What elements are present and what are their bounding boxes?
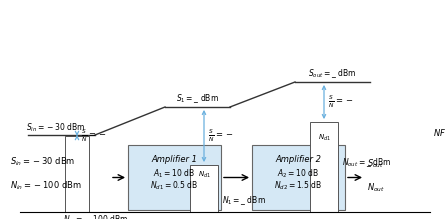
Text: $N_{d1} = 0.5$ dB: $N_{d1} = 0.5$ dB (150, 180, 198, 193)
Text: $S_{in} = -30$ dBm: $S_{in} = -30$ dBm (26, 122, 86, 134)
Text: $N_{d2} = 1.5$ dB: $N_{d2} = 1.5$ dB (274, 180, 322, 193)
Text: $S_{out} = \_$ dBm: $S_{out} = \_$ dBm (308, 67, 357, 80)
Text: $S_{out}$: $S_{out}$ (367, 157, 384, 170)
Text: Amplifier 2: Amplifier 2 (276, 155, 322, 164)
Text: $N_{out} = \_$ dBm: $N_{out} = \_$ dBm (342, 156, 391, 169)
Text: $N_{in} = -100$ dBm: $N_{in} = -100$ dBm (63, 214, 128, 219)
Text: Amplifier 1: Amplifier 1 (152, 155, 198, 164)
Text: $A_1 = 10$ dB: $A_1 = 10$ dB (153, 167, 196, 180)
Text: $N_{out}$: $N_{out}$ (367, 181, 385, 194)
Bar (252, 145, 345, 210)
Bar (310, 122, 338, 212)
Text: $N_1 = \_$ dBm: $N_1 = \_$ dBm (222, 194, 266, 207)
Bar (128, 145, 221, 210)
Text: $\frac{S}{N} = -$: $\frac{S}{N} = -$ (81, 127, 107, 144)
Text: $S_{in} = -30$ dBm: $S_{in} = -30$ dBm (10, 155, 75, 168)
Text: $N_{d1}$: $N_{d1}$ (318, 133, 330, 143)
Text: $\frac{S}{N} = -$: $\frac{S}{N} = -$ (208, 128, 233, 144)
Text: $N_{d1}$: $N_{d1}$ (198, 170, 211, 180)
Text: $\frac{S}{N} = -$: $\frac{S}{N} = -$ (328, 94, 354, 110)
Text: $S_1 = \_$ dBm: $S_1 = \_$ dBm (176, 92, 219, 105)
Bar (65, 136, 89, 212)
Text: $A_2 = 10$ dB: $A_2 = 10$ dB (277, 167, 320, 180)
Bar (190, 165, 218, 212)
Text: $NF = \_$ dB: $NF = \_$ dB (433, 128, 446, 140)
Text: $N_{in} = -100$ dBm: $N_{in} = -100$ dBm (10, 180, 82, 193)
